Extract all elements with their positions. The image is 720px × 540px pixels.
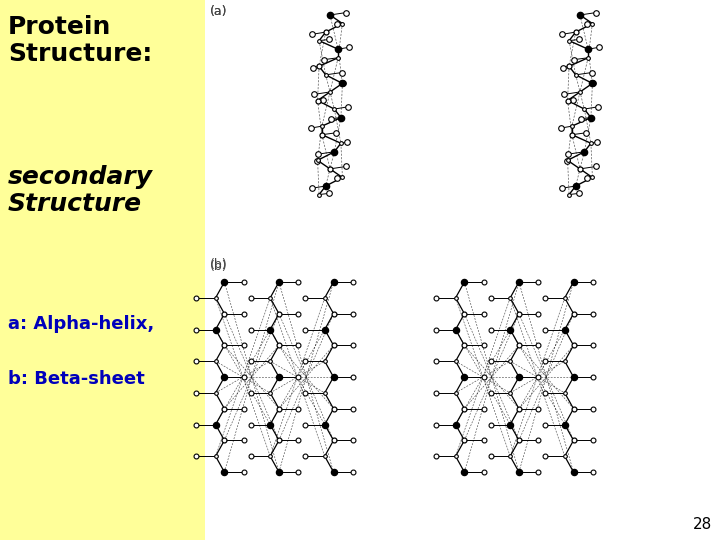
Bar	[0, 0, 205, 540]
Text: a: Alpha-helix,: a: Alpha-helix,	[8, 315, 154, 333]
Text: (b): (b)	[210, 258, 228, 271]
Text: (a): (a)	[210, 5, 228, 18]
Text: Protein
Structure:: Protein Structure:	[8, 15, 152, 66]
Text: 28: 28	[693, 517, 712, 532]
Text: (a): (a)	[210, 5, 228, 18]
Text: b: Beta-sheet: b: Beta-sheet	[8, 370, 145, 388]
Text: (b): (b)	[210, 260, 228, 273]
Text: secondary
Structure: secondary Structure	[8, 165, 153, 216]
